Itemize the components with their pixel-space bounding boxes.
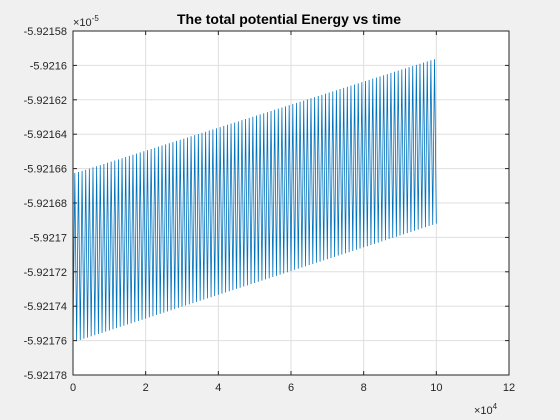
x-tick-label: 2: [143, 382, 149, 394]
y-exponent-label: ×10-5: [73, 14, 99, 29]
x-tick-label: 0: [70, 382, 76, 394]
y-tick-label: -5.92166: [24, 164, 67, 176]
y-tick-label: -5.92158: [24, 26, 67, 38]
y-tick-label: -5.92164: [24, 129, 67, 141]
y-tick-label: -5.9217: [30, 232, 67, 244]
y-tick-label: -5.92174: [24, 301, 67, 313]
x-exponent-base: ×10: [474, 405, 493, 417]
tick-marks: [72, 30, 510, 376]
x-tick-label: 6: [288, 382, 294, 394]
y-exponent-power: -5: [92, 14, 100, 23]
series-line-1: [72, 59, 437, 343]
y-tick-label: -5.92178: [24, 370, 67, 382]
y-tick-label: -5.9216: [30, 60, 67, 72]
x-tick-label: 10: [430, 382, 442, 394]
y-tick-label: -5.92162: [24, 95, 67, 107]
y-exponent-base: ×10: [73, 17, 92, 29]
x-tick-labels: 0 2 4 6 8 10 12: [70, 382, 515, 394]
x-tick-label: 12: [503, 382, 515, 394]
x-tick-label: 8: [361, 382, 367, 394]
y-tick-label: -5.92168: [24, 198, 67, 210]
y-tick-label: -5.92172: [24, 267, 67, 279]
chart-title: The total potential Energy vs time: [177, 11, 401, 27]
x-exponent-label: ×104: [474, 402, 498, 417]
series-group: [72, 59, 437, 343]
y-tick-label: -5.92176: [24, 336, 67, 348]
x-exponent-power: 4: [493, 402, 498, 411]
x-tick-label: 4: [215, 382, 221, 394]
y-tick-labels: -5.92178 -5.92176 -5.92174 -5.92172 -5.9217 -…: [24, 26, 67, 382]
